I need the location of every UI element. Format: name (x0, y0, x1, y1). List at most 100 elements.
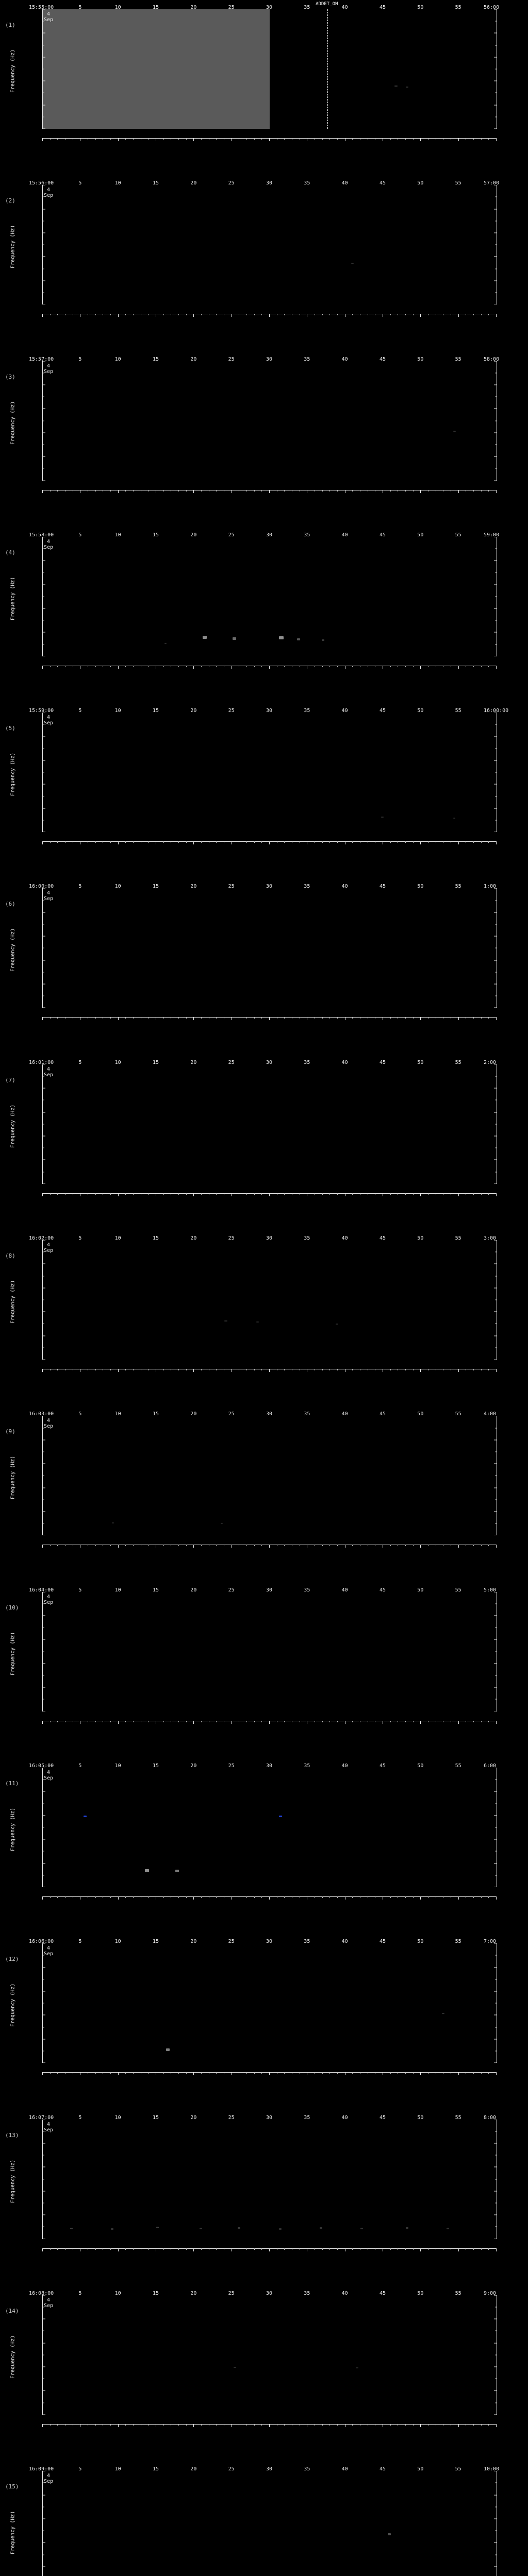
x-tick-label: 55 (455, 708, 461, 714)
x-minor-tick (390, 1545, 391, 1547)
x-minor-tick (284, 314, 285, 316)
x-minor-tick (322, 138, 323, 140)
panel-index-label: (1) (5, 22, 15, 28)
y-axis-label: Frequency (Hz) (10, 753, 16, 796)
x-minor-tick (186, 1369, 187, 1371)
x-tick-mark (118, 1896, 119, 1900)
x-minor-tick (178, 2248, 179, 2250)
x-minor-tick (337, 2072, 338, 2074)
detection-mark (406, 2227, 408, 2229)
x-axis-date-label: 4 Sep (44, 1594, 53, 1605)
x-tick-mark (42, 1545, 43, 1548)
x-tick-label: 40 (341, 708, 348, 714)
spectrogram-panel: (10)Frequency (Hz)0200400600800100016:04… (0, 1582, 528, 1758)
x-tick-label: 25 (228, 1762, 235, 1769)
x-tick-mark (269, 1369, 270, 1372)
x-minor-tick (337, 2248, 338, 2250)
x-tick-label: 5:00 (484, 1587, 497, 1593)
panel-index-label: (6) (5, 901, 15, 908)
x-minor-tick (337, 1017, 338, 1019)
x-minor-tick (186, 138, 187, 140)
x-tick-label: 15 (152, 708, 159, 714)
x-minor-tick (163, 665, 164, 667)
x-minor-tick (133, 2072, 134, 2074)
x-tick-label: 58:00 (484, 356, 500, 362)
x-tick-mark (193, 1896, 194, 1900)
y-minor-tick-right (495, 1851, 497, 1852)
x-tick-mark (193, 489, 194, 493)
x-minor-tick (125, 314, 126, 316)
x-minor-tick (178, 1896, 179, 1898)
x-minor-tick (254, 841, 255, 843)
x-minor-tick (201, 1017, 202, 1019)
x-tick-label: 15 (152, 1587, 159, 1593)
masked-region (43, 9, 270, 129)
y-tick-label: 0 (42, 476, 43, 481)
x-tick-mark (420, 1193, 421, 1196)
x-minor-tick (329, 138, 331, 140)
x-minor-tick (125, 841, 126, 843)
x-minor-tick (246, 1896, 247, 1898)
x-minor-tick (110, 1193, 111, 1195)
detection-mark (164, 643, 167, 645)
x-minor-tick (110, 2248, 111, 2250)
y-tick-mark-right (494, 736, 497, 737)
x-minor-tick (337, 1896, 338, 1898)
spectrogram-panel: (7)Frequency (Hz)0200400600800100016:01:… (0, 1055, 528, 1231)
x-minor-tick (163, 1896, 164, 1898)
date-day: 4 (46, 715, 51, 721)
y-axis-label: Frequency (Hz) (10, 2335, 16, 2379)
x-tick-label: 40 (341, 1762, 348, 1769)
x-minor-tick (246, 665, 247, 667)
x-minor-tick (322, 2248, 323, 2250)
plot-area: 02004006008001000 (42, 2471, 497, 2576)
x-minor-tick (216, 665, 217, 667)
x-tick-mark (118, 2424, 119, 2427)
x-minor-tick (50, 1193, 51, 1195)
x-minor-tick (186, 2248, 187, 2250)
y-tick-label: 0 (42, 1706, 43, 1711)
x-tick-label: 45 (379, 1762, 386, 1769)
x-minor-tick (473, 489, 474, 492)
x-minor-tick (201, 1545, 202, 1547)
x-minor-tick (337, 1720, 338, 1722)
x-tick-label: 15 (152, 2290, 159, 2296)
x-tick-mark (269, 1193, 270, 1196)
y-tick-mark (43, 1639, 45, 1640)
y-minor-tick (43, 444, 44, 445)
date-month: Sep (43, 2302, 54, 2309)
x-minor-tick (95, 489, 96, 492)
x-minor-tick (352, 1545, 353, 1547)
x-minor-tick (110, 1545, 111, 1547)
x-minor-tick (329, 1193, 331, 1195)
x-tick-label: 5 (78, 1235, 82, 1242)
x-tick-label: 30 (266, 1059, 273, 1065)
plot-area: 02004006008001000 (42, 9, 497, 129)
x-minor-tick (163, 1369, 164, 1371)
x-tick-label: 3:00 (484, 1235, 497, 1242)
y-axis-label: Frequency (Hz) (10, 1104, 16, 1148)
y-tick-mark-right (494, 456, 497, 457)
x-tick-mark (42, 1193, 43, 1196)
detection-mark (156, 2227, 159, 2229)
y-minor-tick-right (495, 2506, 497, 2507)
spectrogram-panel: (12)Frequency (Hz)0200400600800100016:06… (0, 1934, 528, 2110)
y-minor-tick (43, 572, 44, 573)
y-minor-tick-right (495, 2354, 497, 2355)
x-minor-tick (261, 1896, 262, 1898)
x-minor-tick (412, 489, 414, 492)
x-tick-mark (496, 138, 497, 141)
detection-mark (351, 263, 354, 264)
y-tick-label: 400 (42, 1837, 43, 1842)
x-minor-tick (488, 138, 489, 140)
x-minor-tick (50, 1720, 51, 1722)
x-minor-tick (329, 841, 331, 843)
x-minor-tick (322, 2072, 323, 2074)
x-tick-label: 10 (114, 2290, 121, 2296)
x-tick-label: 25 (228, 2466, 235, 2472)
x-minor-tick (412, 1193, 414, 1195)
x-minor-tick (390, 1369, 391, 1371)
x-minor-tick (254, 314, 255, 316)
x-minor-tick (261, 2248, 262, 2250)
y-tick-mark-right (494, 888, 497, 889)
